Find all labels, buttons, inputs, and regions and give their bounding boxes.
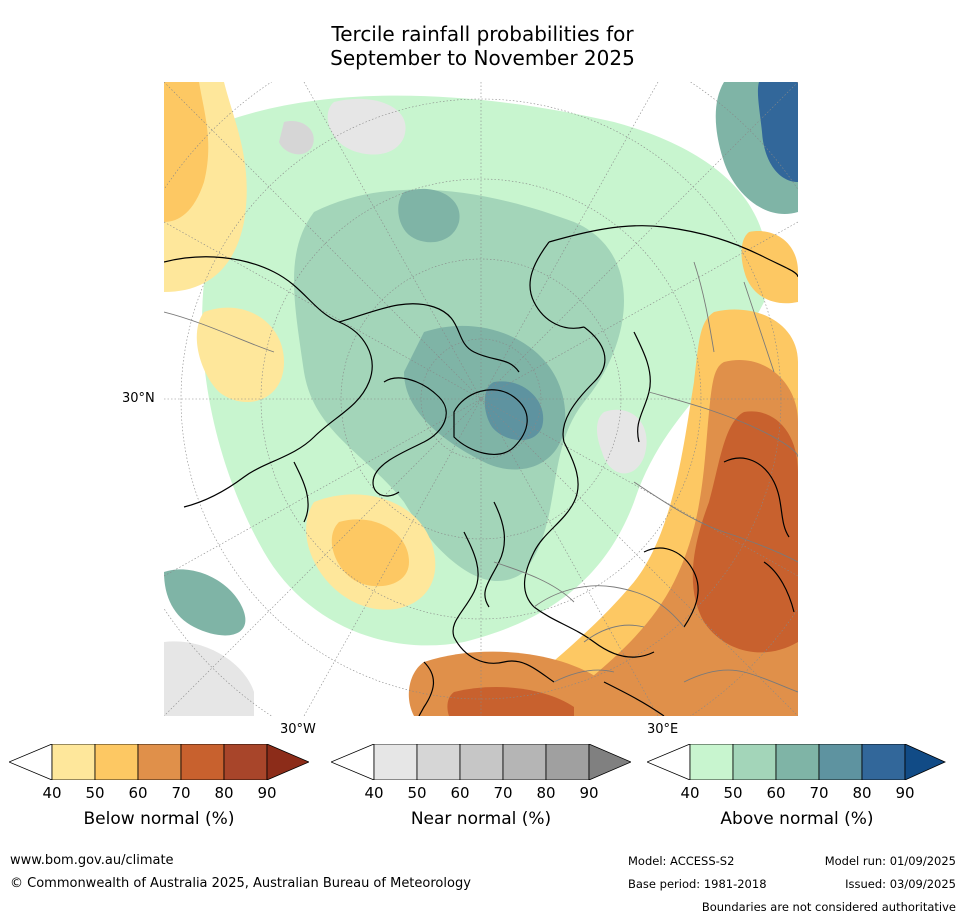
tick-label: 60 xyxy=(450,784,470,802)
tick-label: 40 xyxy=(680,784,700,802)
below-normal-top-right xyxy=(741,231,798,304)
near-normal-over-triangle xyxy=(588,744,631,780)
longitude-label-30e: 30°E xyxy=(647,722,679,737)
tick-label: 90 xyxy=(895,784,915,802)
near-normal-bin-70-80 xyxy=(502,744,547,780)
below-normal-bin-40-50 xyxy=(51,744,96,780)
near-normal-bin-50-60 xyxy=(416,744,461,780)
graticule xyxy=(164,82,798,716)
below-normal-ticks: 40 50 60 70 80 90 xyxy=(9,784,309,804)
tick-label: 90 xyxy=(257,784,277,802)
footer-copyright: © Commonwealth of Australia 2025, Austra… xyxy=(10,876,471,891)
footer-disclaimer: Boundaries are not considered authoritat… xyxy=(701,900,956,914)
title-line-1: Tercile rainfall probabilities for xyxy=(331,22,634,46)
tick-label: 50 xyxy=(723,784,743,802)
title-line-2: September to November 2025 xyxy=(330,46,635,70)
below-normal-over-triangle xyxy=(266,744,309,780)
above-normal-under-triangle xyxy=(647,744,691,780)
above-normal-over-triangle xyxy=(904,744,946,780)
footer-url: www.bom.gov.au/climate xyxy=(10,853,174,868)
latitude-label-30n: 30°N xyxy=(122,391,155,406)
near-normal-bin-60-70 xyxy=(459,744,504,780)
above-normal-bin-60-70 xyxy=(775,744,820,780)
near-normal-patch-1 xyxy=(327,98,406,155)
tick-label: 80 xyxy=(536,784,556,802)
tick-label: 40 xyxy=(42,784,62,802)
near-normal-colorbar xyxy=(331,744,631,780)
near-normal-ticks: 40 50 60 70 80 90 xyxy=(331,784,631,804)
coastlines xyxy=(164,225,798,716)
below-normal-atlantic-core xyxy=(331,519,409,587)
tick-label: 70 xyxy=(493,784,513,802)
longitude-label-30w: 30°W xyxy=(280,722,316,737)
tick-label: 50 xyxy=(85,784,105,802)
footer-issued: Issued: 03/09/2025 xyxy=(845,877,956,891)
below-normal-bin-70-80 xyxy=(180,744,225,780)
below-normal-label: Below normal (%) xyxy=(83,809,235,829)
below-normal-bin-80-90 xyxy=(223,744,268,780)
above-normal-bin-50-60 xyxy=(732,744,777,780)
tick-label: 70 xyxy=(809,784,829,802)
map-graphic xyxy=(164,82,798,716)
near-normal-bin-40-50 xyxy=(373,744,418,780)
tick-label: 60 xyxy=(128,784,148,802)
near-normal-patch-3 xyxy=(597,409,647,474)
tick-label: 80 xyxy=(852,784,872,802)
tick-label: 60 xyxy=(766,784,786,802)
above-normal-colorbar xyxy=(647,744,946,780)
polar-rainfall-map xyxy=(164,82,798,716)
tick-label: 70 xyxy=(171,784,191,802)
below-normal-europe-core xyxy=(447,687,574,716)
near-normal-bin-80-90 xyxy=(545,744,590,780)
tick-label: 90 xyxy=(579,784,599,802)
below-normal-colorbar xyxy=(9,744,309,780)
political-boundaries xyxy=(164,261,798,693)
tick-label: 80 xyxy=(214,784,234,802)
near-normal-patch-2 xyxy=(164,641,254,716)
above-normal-bin-70-80 xyxy=(818,744,863,780)
footer-base-period: Base period: 1981-2018 xyxy=(628,877,767,891)
above-normal-lower-left xyxy=(164,569,246,636)
below-normal-east-asia-core xyxy=(692,411,798,653)
above-normal-bin-40-50 xyxy=(689,744,734,780)
map-title: Tercile rainfall probabilities for Septe… xyxy=(0,22,965,70)
near-normal-under-triangle xyxy=(331,744,375,780)
below-normal-west-strong xyxy=(164,82,209,222)
footer-model: Model: ACCESS-S2 xyxy=(628,854,735,868)
below-normal-bin-50-60 xyxy=(94,744,139,780)
below-normal-bin-60-70 xyxy=(137,744,182,780)
near-normal-patch-4 xyxy=(279,121,314,155)
above-normal-top-right-core xyxy=(757,82,798,182)
tick-label: 50 xyxy=(407,784,427,802)
near-normal-label: Near normal (%) xyxy=(410,809,552,829)
footer-model-run: Model run: 01/09/2025 xyxy=(824,854,956,868)
above-normal-ticks: 40 50 60 70 80 90 xyxy=(647,784,947,804)
above-normal-top-center xyxy=(398,188,460,243)
below-normal-under-triangle xyxy=(9,744,53,780)
tick-label: 40 xyxy=(364,784,384,802)
above-normal-bin-80-90 xyxy=(861,744,906,780)
above-normal-label: Above normal (%) xyxy=(720,809,874,829)
